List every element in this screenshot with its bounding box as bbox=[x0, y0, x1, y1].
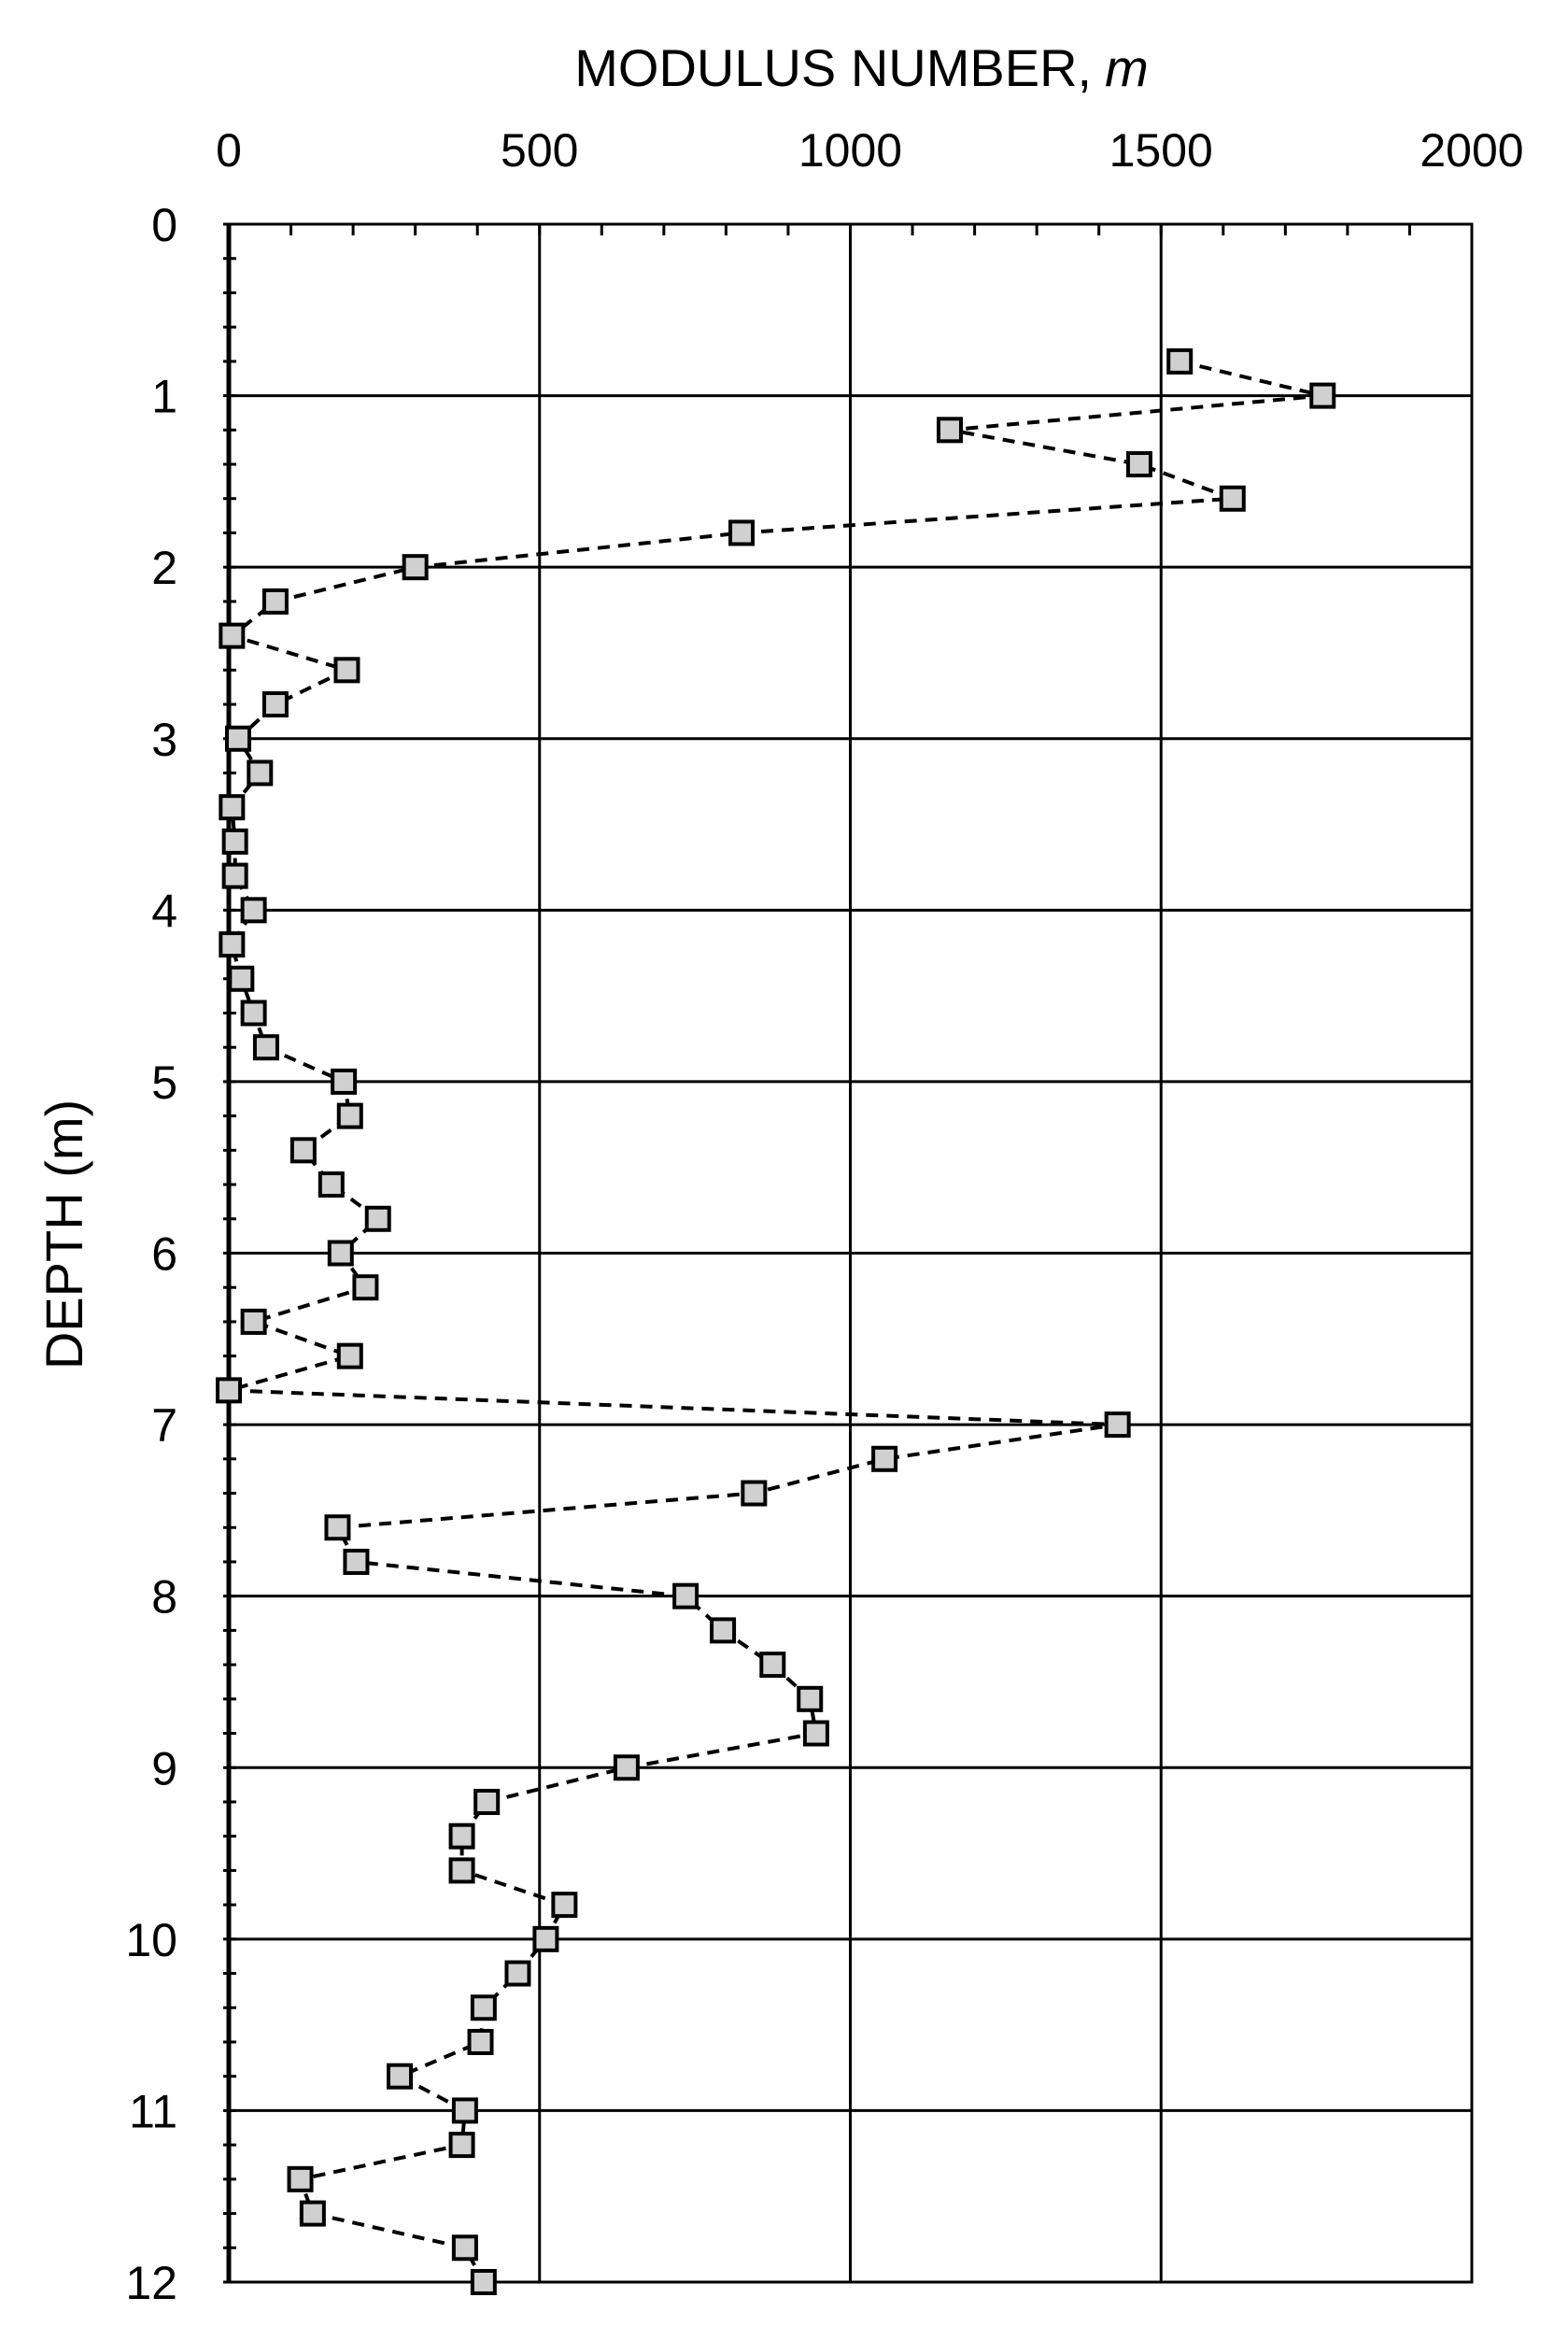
y-tick-label: 2 bbox=[151, 542, 177, 594]
y-tick-label: 11 bbox=[129, 2085, 177, 2137]
data-point bbox=[797, 1685, 824, 1712]
data-point bbox=[331, 1068, 358, 1095]
data-point bbox=[759, 1652, 786, 1679]
data-point bbox=[448, 1857, 475, 1884]
x-tick-label: 1000 bbox=[798, 124, 902, 177]
data-point bbox=[473, 1788, 501, 1815]
data-point bbox=[1166, 347, 1194, 375]
data-point bbox=[336, 1102, 363, 1129]
data-point bbox=[290, 1137, 317, 1164]
y-tick-label: 12 bbox=[125, 2257, 177, 2309]
y-tick-label: 7 bbox=[151, 1399, 177, 1452]
data-point bbox=[448, 1822, 475, 1850]
x-tick-label: 1500 bbox=[1109, 124, 1213, 177]
data-point bbox=[451, 2097, 478, 2124]
x-tick-label: 0 bbox=[216, 124, 242, 177]
y-tick-label: 3 bbox=[151, 714, 177, 766]
data-point bbox=[240, 1308, 267, 1335]
y-tick-label: 8 bbox=[151, 1571, 177, 1624]
x-axis-title-text: MODULUS NUMBER, bbox=[574, 38, 1092, 97]
data-point bbox=[327, 1240, 354, 1267]
x-axis-title: MODULUS NUMBER, m bbox=[574, 38, 1148, 97]
data-point bbox=[672, 1582, 699, 1610]
data-point bbox=[333, 657, 360, 684]
data-markers bbox=[216, 347, 1336, 2295]
data-point bbox=[216, 1377, 242, 1404]
data-point bbox=[613, 1754, 640, 1781]
data-point bbox=[871, 1445, 898, 1472]
data-point bbox=[1104, 1411, 1131, 1439]
data-point bbox=[221, 862, 248, 889]
data-point bbox=[470, 2269, 497, 2295]
y-tick-label: 9 bbox=[151, 1742, 177, 1794]
data-point bbox=[221, 828, 248, 855]
data-point bbox=[219, 622, 246, 649]
data-point bbox=[336, 1342, 363, 1369]
data-point bbox=[1309, 382, 1336, 409]
data-point bbox=[324, 1514, 351, 1541]
data-point bbox=[710, 1617, 737, 1644]
x-tick-labels: 0 500 1000 1500 2000 bbox=[216, 124, 1524, 177]
data-point bbox=[387, 2063, 414, 2090]
x-tick-label: 2000 bbox=[1420, 124, 1523, 177]
data-point bbox=[261, 588, 289, 615]
data-point bbox=[467, 2028, 494, 2055]
data-point bbox=[252, 1034, 279, 1061]
data-point bbox=[402, 554, 429, 581]
data-point bbox=[224, 725, 251, 752]
y-tick-label: 1 bbox=[151, 371, 177, 423]
y-tick-label: 5 bbox=[151, 1057, 177, 1109]
x-tick-label: 500 bbox=[501, 124, 578, 177]
series-line bbox=[228, 359, 1323, 2283]
data-point bbox=[448, 2132, 475, 2159]
y-tick-label: 10 bbox=[125, 1914, 177, 1966]
data-point bbox=[364, 1205, 391, 1232]
data-point bbox=[470, 1994, 497, 2021]
data-point bbox=[802, 1720, 829, 1747]
y-axis-title: DEPTH (m) bbox=[35, 1099, 93, 1369]
data-point bbox=[352, 1274, 379, 1301]
data-point bbox=[741, 1480, 768, 1507]
data-point bbox=[299, 2200, 326, 2227]
data-point bbox=[318, 1171, 345, 1198]
data-point bbox=[504, 1960, 531, 1987]
data-point bbox=[240, 897, 267, 924]
data-point bbox=[240, 1000, 267, 1027]
data-point bbox=[261, 691, 289, 718]
data-point bbox=[219, 931, 246, 958]
x-axis-title-variable: m bbox=[1105, 38, 1149, 97]
data-point bbox=[451, 2234, 478, 2262]
data-point bbox=[247, 759, 274, 787]
data-point bbox=[343, 1548, 370, 1575]
y-tick-label: 4 bbox=[151, 885, 177, 937]
data-point bbox=[1219, 485, 1246, 512]
data-point bbox=[228, 965, 255, 992]
y-tick-label: 6 bbox=[151, 1228, 177, 1281]
data-point bbox=[728, 519, 756, 546]
data-point bbox=[219, 794, 246, 821]
data-point bbox=[532, 1925, 559, 1952]
y-tick-label: 0 bbox=[151, 199, 177, 251]
data-point bbox=[551, 1892, 578, 1919]
data-point bbox=[1125, 451, 1152, 478]
gridlines bbox=[227, 222, 1474, 2284]
data-point bbox=[287, 2165, 314, 2192]
data-point bbox=[936, 417, 963, 444]
